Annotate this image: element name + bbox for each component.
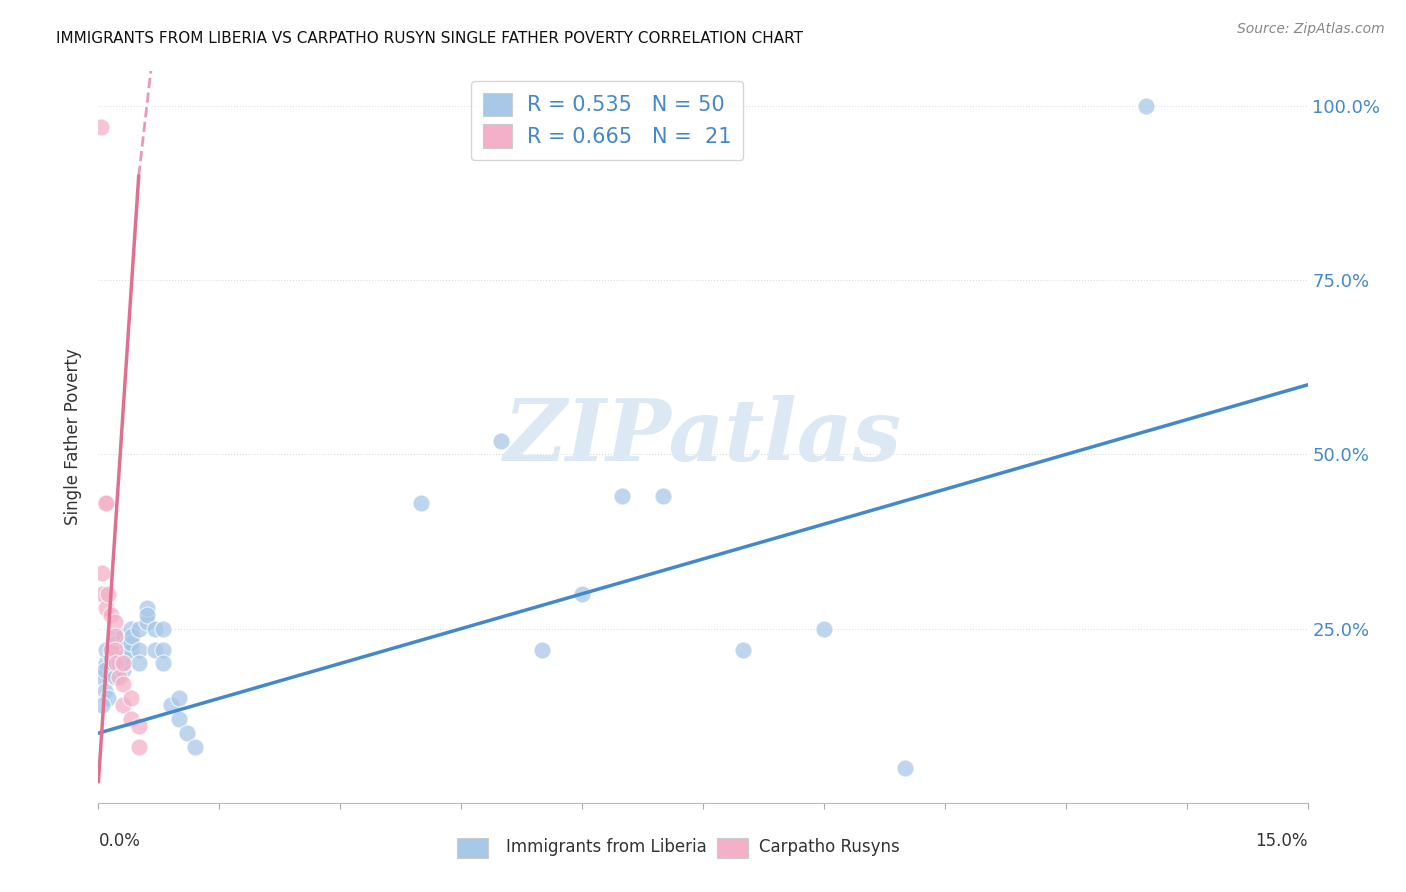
- Point: [111, 698, 134, 713]
- Text: Source: ZipAtlas.com: Source: ZipAtlas.com: [1237, 22, 1385, 37]
- Point: [101, 657, 124, 671]
- Point: [91, 698, 114, 713]
- Point: [97, 587, 120, 601]
- Point: [152, 642, 174, 657]
- Point: [103, 642, 125, 657]
- Point: [120, 691, 142, 706]
- Point: [128, 642, 150, 657]
- Point: [167, 691, 190, 706]
- Point: [107, 657, 129, 671]
- Point: [100, 642, 122, 657]
- Point: [90, 120, 112, 134]
- Point: [115, 635, 138, 649]
- Text: 0.0%: 0.0%: [98, 832, 141, 850]
- Text: Carpatho Rusyns: Carpatho Rusyns: [759, 838, 900, 855]
- Point: [112, 657, 135, 671]
- Point: [111, 649, 134, 664]
- Point: [128, 657, 150, 671]
- Point: [94, 496, 117, 510]
- Point: [103, 629, 125, 643]
- Point: [409, 496, 432, 510]
- Point: [152, 622, 174, 636]
- Point: [651, 489, 673, 503]
- Point: [111, 629, 134, 643]
- Point: [1135, 99, 1157, 113]
- Point: [612, 489, 634, 503]
- Point: [143, 622, 166, 636]
- Point: [571, 587, 593, 601]
- Point: [94, 684, 117, 698]
- Point: [135, 615, 157, 629]
- Point: [135, 607, 157, 622]
- Point: [97, 691, 120, 706]
- Point: [152, 657, 174, 671]
- Point: [94, 664, 117, 678]
- Point: [111, 657, 134, 671]
- Point: [96, 657, 118, 671]
- Point: [96, 600, 118, 615]
- Text: ZIPatlas: ZIPatlas: [503, 395, 903, 479]
- Point: [135, 600, 157, 615]
- Point: [105, 635, 128, 649]
- Point: [184, 740, 207, 755]
- Y-axis label: Single Father Poverty: Single Father Poverty: [65, 349, 83, 525]
- Point: [128, 622, 150, 636]
- Point: [176, 726, 198, 740]
- Point: [143, 642, 166, 657]
- Point: [530, 642, 553, 657]
- Point: [160, 698, 183, 713]
- Point: [91, 670, 114, 684]
- Point: [813, 622, 835, 636]
- Text: 15.0%: 15.0%: [1256, 832, 1308, 850]
- Point: [491, 434, 513, 448]
- Point: [120, 642, 142, 657]
- Point: [120, 712, 142, 726]
- Point: [107, 670, 129, 684]
- Point: [100, 607, 122, 622]
- Point: [121, 629, 143, 643]
- Point: [167, 712, 190, 726]
- Point: [103, 642, 125, 657]
- Point: [103, 629, 125, 643]
- Point: [120, 635, 142, 649]
- Text: IMMIGRANTS FROM LIBERIA VS CARPATHO RUSYN SINGLE FATHER POVERTY CORRELATION CHAR: IMMIGRANTS FROM LIBERIA VS CARPATHO RUSY…: [56, 31, 803, 46]
- Point: [100, 649, 122, 664]
- Point: [103, 670, 125, 684]
- Point: [96, 642, 118, 657]
- Legend: R = 0.535   N = 50, R = 0.665   N =  21: R = 0.535 N = 50, R = 0.665 N = 21: [471, 81, 744, 160]
- Point: [111, 642, 134, 657]
- Point: [120, 622, 142, 636]
- Point: [111, 677, 134, 691]
- Point: [128, 719, 150, 733]
- Point: [103, 615, 125, 629]
- Point: [91, 566, 114, 580]
- Point: [893, 761, 915, 775]
- Point: [105, 657, 128, 671]
- Point: [733, 642, 755, 657]
- Text: Immigrants from Liberia: Immigrants from Liberia: [506, 838, 707, 855]
- Point: [128, 740, 150, 755]
- Point: [111, 664, 134, 678]
- Point: [96, 496, 118, 510]
- Point: [91, 587, 114, 601]
